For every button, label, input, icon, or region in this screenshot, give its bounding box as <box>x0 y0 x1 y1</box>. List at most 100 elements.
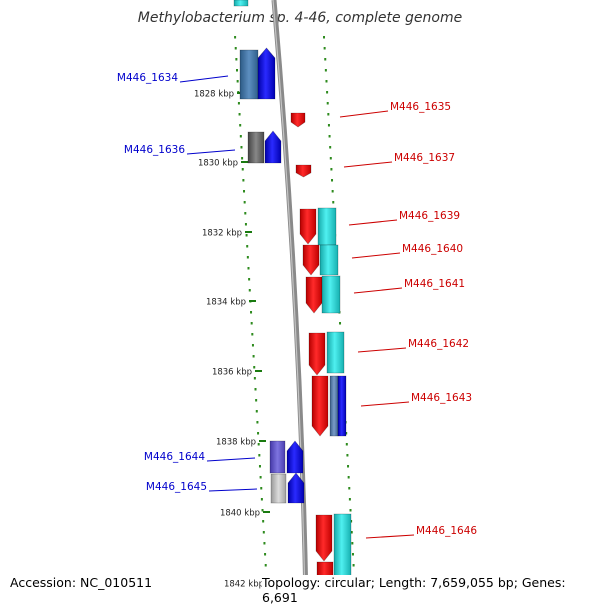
track-dot <box>237 102 240 105</box>
track-dot <box>255 399 258 402</box>
track-dot <box>260 498 263 501</box>
kbp-tick-label: 1828 kbp <box>194 90 234 100</box>
gene-feature-m446-1644-arrow <box>286 440 304 474</box>
track-dot <box>258 454 261 457</box>
track-dot <box>328 135 331 138</box>
track-dot <box>235 58 238 61</box>
gene-label-m446-1646[interactable]: M446_1646 <box>416 525 477 537</box>
kbp-ruler: 1828 kbp 1830 kbp 1832 kbp 1834 kbp 1836 kbp… <box>194 90 274 590</box>
track-dot <box>347 465 350 468</box>
gene-feature-m446-1640-cyan <box>319 244 339 276</box>
track-dot <box>253 377 256 380</box>
leader-line-m446-1645 <box>208 488 258 492</box>
track-dot <box>234 47 237 50</box>
gene-label-m446-1643[interactable]: M446_1643 <box>411 392 472 404</box>
track-dot <box>264 553 267 556</box>
gene-label-m446-1640[interactable]: M446_1640 <box>402 243 463 255</box>
track-dot <box>240 146 243 149</box>
accession-label: Accession: NC_010511 <box>10 575 153 590</box>
track-dot <box>325 80 328 83</box>
gene-label-m446-1645[interactable]: M446_1645 <box>146 481 207 493</box>
gene-feature-m446-1643 <box>311 375 329 437</box>
gene-feature-m446-1646 <box>315 514 333 562</box>
track-dot <box>330 168 333 171</box>
track-dot <box>250 311 253 314</box>
gene-label-m446-1635[interactable]: M446_1635 <box>390 101 451 113</box>
genome-backbone <box>271 0 309 600</box>
track-dot <box>323 47 326 50</box>
gene-label-m446-1634[interactable]: M446_1634 <box>117 72 178 84</box>
track-dot <box>324 69 327 72</box>
leader-line-m446-1643 <box>360 401 410 407</box>
kbp-tick-label: 1840 kbp <box>220 509 260 519</box>
gene-label-m446-1636[interactable]: M446_1636 <box>124 144 185 156</box>
track-dot <box>351 542 354 545</box>
gene-label-m446-1642[interactable]: M446_1642 <box>408 338 469 350</box>
track-dot <box>329 146 332 149</box>
track-dot <box>351 553 354 556</box>
track-dot <box>327 124 330 127</box>
track-dot <box>345 443 348 446</box>
genome-title: Methylobacterium sp. 4-46, complete geno… <box>137 10 463 26</box>
gene-feature-m446-1643-blue <box>337 375 347 437</box>
track-dot <box>331 179 334 182</box>
leader-line-m446-1642 <box>357 347 407 353</box>
track-dot <box>324 58 327 61</box>
track-dot <box>252 355 255 358</box>
gene-feature-m446-1636-arrow <box>264 130 282 164</box>
track-dot <box>326 91 329 94</box>
gene-feature-m446-1640 <box>302 244 320 276</box>
track-dot <box>258 465 261 468</box>
leader-line-m446-1635 <box>339 110 389 118</box>
track-dot <box>241 168 244 171</box>
leader-line-m446-1644 <box>206 457 256 462</box>
kbp-tick-label: 1842 kbp <box>224 580 264 590</box>
track-dot <box>257 432 260 435</box>
track-dot <box>260 487 263 490</box>
track-dot <box>236 80 239 83</box>
gene-feature-m446-1645-arrow <box>287 472 305 504</box>
gene-feature-top-partial <box>233 0 249 7</box>
gene-label-m446-1637[interactable]: M446_1637 <box>394 152 455 164</box>
left-dotted-track <box>234 36 269 600</box>
track-dot <box>241 157 244 160</box>
leader-line-m446-1646 <box>365 534 415 539</box>
gene-label-m446-1639[interactable]: M446_1639 <box>399 210 460 222</box>
gene-feature-m446-1635 <box>290 112 306 128</box>
track-dot <box>262 520 265 523</box>
track-dot <box>239 124 242 127</box>
gene-label-m446-1644[interactable]: M446_1644 <box>144 451 205 463</box>
leader-line-m446-1641 <box>353 287 403 294</box>
track-dot <box>331 190 334 193</box>
track-dot <box>238 113 241 116</box>
gene-feature-m446-1636-left <box>247 131 265 164</box>
leader-line-m446-1634 <box>179 75 229 83</box>
track-dot <box>352 564 355 567</box>
track-dot <box>246 256 249 259</box>
track-dot <box>247 267 250 270</box>
track-dot <box>253 366 256 369</box>
gene-feature-m446-1634-arrow <box>257 47 276 100</box>
track-dot <box>262 531 265 534</box>
leader-line-m446-1637 <box>343 161 393 168</box>
gene-feature-m446-1641-cyan <box>321 275 341 314</box>
gene-feature-m446-1645-left <box>270 473 287 504</box>
track-dot <box>261 509 264 512</box>
gene-callouts: M446_1634 M446_1636 M446_1635 M446_1637 M446… <box>117 72 477 539</box>
track-dot <box>256 421 259 424</box>
track-dot <box>243 201 246 204</box>
gene-feature-m446-1639 <box>299 208 317 245</box>
leader-line-m446-1640 <box>351 252 401 259</box>
track-dot <box>239 135 242 138</box>
track-dot <box>326 102 329 105</box>
kbp-tick-label: 1838 kbp <box>216 438 256 448</box>
gene-label-m446-1641[interactable]: M446_1641 <box>404 278 465 290</box>
track-dot <box>250 322 253 325</box>
gene-feature-m446-1644-left <box>269 440 286 474</box>
kbp-tick-label: 1834 kbp <box>206 298 246 308</box>
track-dot <box>254 388 257 391</box>
track-dot <box>234 36 237 39</box>
track-dot <box>236 69 239 72</box>
gene-feature-m446-1641 <box>305 276 323 314</box>
